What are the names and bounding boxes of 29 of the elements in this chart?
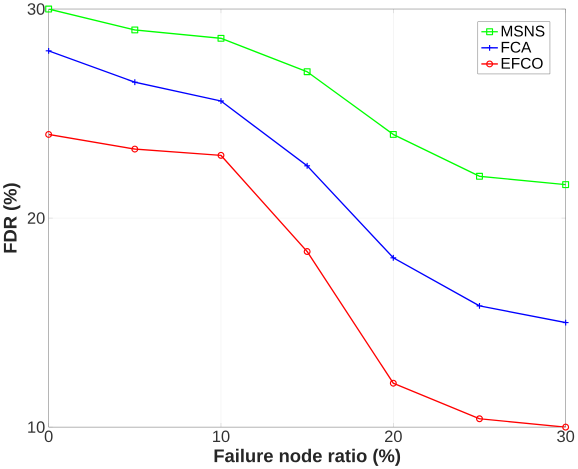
- point: [476, 415, 483, 422]
- point: [390, 380, 397, 387]
- y-tick-label: 10: [28, 421, 45, 433]
- legend-label: MSNS: [502, 26, 544, 37]
- point: [304, 162, 311, 170]
- point: [218, 34, 224, 42]
- point: [390, 254, 397, 262]
- point: [218, 97, 224, 104]
- x-tick-label: 30: [557, 430, 574, 442]
- point: [304, 68, 311, 76]
- point: [562, 181, 570, 188]
- point: [45, 5, 52, 12]
- y-tick-label: 30: [28, 3, 45, 15]
- x-tick-label: 0: [44, 430, 53, 442]
- legend-label: EFCO: [502, 58, 543, 69]
- point: [476, 302, 483, 310]
- point: [476, 172, 483, 180]
- x-axis-title: Failure node ratio (%): [214, 448, 400, 466]
- point: [131, 78, 138, 86]
- y-axis-title: FDR (%): [3, 183, 20, 252]
- y-tick-label: 20: [28, 212, 45, 224]
- x-tick-label: 20: [385, 430, 402, 442]
- point: [131, 146, 138, 153]
- point: [304, 248, 311, 255]
- point: [390, 130, 397, 138]
- legend-label: FCA: [502, 42, 532, 53]
- point: [218, 152, 224, 159]
- point: [131, 26, 138, 34]
- x-tick-label: 10: [213, 430, 230, 442]
